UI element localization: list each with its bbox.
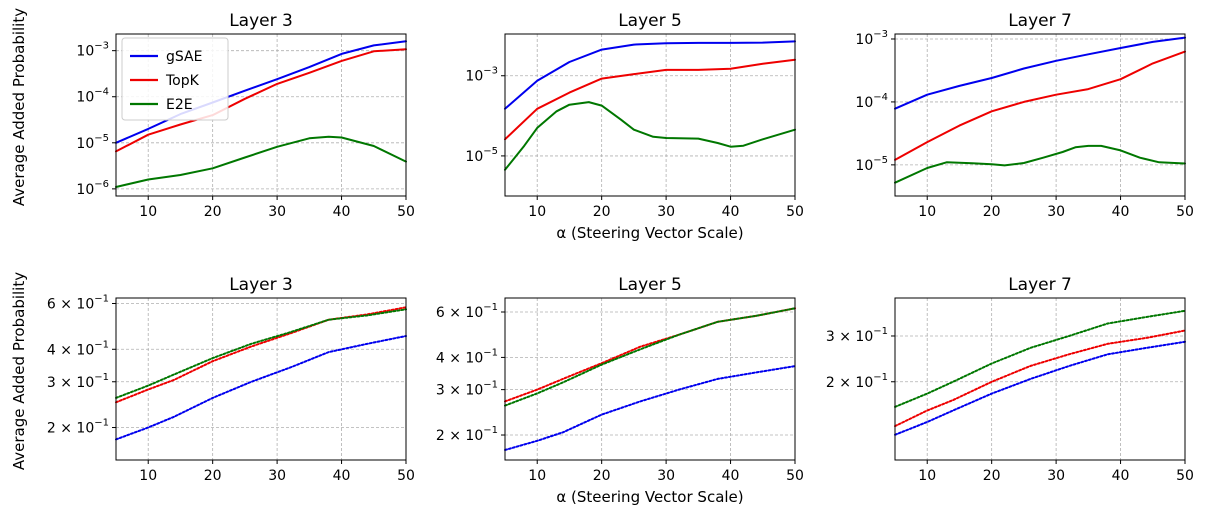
x-tick-label: 50 — [786, 204, 804, 220]
subplot-6: 10 20 30 40 50 2 × 10−1 3 × 10−1 Layer 7 — [826, 275, 1194, 484]
x-tick-label: 30 — [1047, 468, 1065, 484]
legend: gSAE TopK E2E — [121, 37, 229, 121]
y-tick-label: 10−3 — [76, 41, 109, 60]
y-tick-label: 10−3 — [465, 66, 498, 85]
y-tick-label: 6 × 10−1 — [436, 302, 498, 321]
y-tick-label: 10−6 — [76, 179, 109, 198]
legend-label-e2e: E2E — [166, 97, 193, 113]
x-tick-label: 30 — [268, 204, 286, 220]
series-line-gsae — [115, 40, 407, 144]
series-line-e2e — [504, 307, 796, 407]
subplot-4: 10 20 30 40 50 2 × 10−1 3 × 10−1 4 × 10−1 6 × 10… — [10, 272, 415, 484]
y-tick-label: 10−5 — [76, 133, 109, 152]
x-axis-label: α (Steering Vector Scale) — [556, 224, 743, 242]
axes-frame — [504, 33, 796, 197]
x-tick-label: 10 — [139, 468, 157, 484]
y-tick-label: 10−4 — [855, 92, 888, 111]
x-tick-label: 10 — [528, 468, 546, 484]
series-line-topk — [894, 329, 1186, 428]
x-tick-label: 20 — [983, 204, 1001, 220]
subplot-1: 10 20 30 40 50 10−6 10−5 10−4 10−3 Layer 3 Average… — [10, 8, 415, 220]
x-tick-label: 10 — [528, 204, 546, 220]
y-tick-label: 10−4 — [76, 87, 109, 106]
series-line-gsae — [894, 340, 1186, 436]
subplot-title: Layer 3 — [229, 275, 293, 295]
y-tick-label: 4 × 10−1 — [436, 347, 498, 366]
x-tick-label: 20 — [204, 204, 222, 220]
legend-box — [121, 37, 229, 121]
y-tick-label: 6 × 10−1 — [47, 294, 109, 313]
x-tick-label: 50 — [397, 468, 415, 484]
y-axis-label: Average Added Probability — [10, 272, 28, 470]
series-line-e2e — [115, 135, 407, 188]
x-tick-label: 40 — [722, 204, 740, 220]
series-line-topk — [504, 58, 796, 141]
y-tick-label: 2 × 10−1 — [47, 418, 109, 437]
x-tick-label: 40 — [1112, 204, 1130, 220]
x-tick-label: 10 — [918, 468, 936, 484]
y-tick-label: 2 × 10−1 — [826, 372, 888, 391]
series-line-gsae — [894, 36, 1186, 110]
x-tick-label: 40 — [333, 204, 351, 220]
x-tick-label: 50 — [397, 204, 415, 220]
axes-frame — [504, 297, 796, 461]
x-tick-label: 20 — [204, 468, 222, 484]
subplot-title: Layer 3 — [229, 11, 293, 31]
series-line-topk — [894, 50, 1186, 161]
axes-frame — [894, 33, 1186, 197]
series-line-topk — [504, 307, 796, 403]
series-line-gsae — [115, 335, 407, 441]
series-line-gsae — [504, 40, 796, 110]
series-line-topk — [115, 48, 407, 153]
x-tick-label: 40 — [1112, 468, 1130, 484]
x-tick-label: 40 — [722, 468, 740, 484]
axes-frame — [115, 297, 407, 461]
x-tick-label: 50 — [1176, 468, 1194, 484]
x-tick-label: 30 — [657, 204, 675, 220]
x-tick-label: 10 — [918, 204, 936, 220]
y-tick-label: 3 × 10−1 — [47, 372, 109, 391]
y-tick-label: 3 × 10−1 — [826, 326, 888, 345]
y-tick-label: 10−5 — [855, 155, 888, 174]
y-axis-label: Average Added Probability — [10, 8, 28, 206]
y-tick-label: 2 × 10−1 — [436, 425, 498, 444]
series-line-e2e — [894, 309, 1186, 408]
x-tick-label: 20 — [593, 204, 611, 220]
legend-label-topk: TopK — [165, 73, 200, 89]
legend-label-gsae: gSAE — [166, 49, 202, 65]
x-tick-label: 30 — [657, 468, 675, 484]
x-tick-label: 50 — [786, 468, 804, 484]
x-tick-label: 20 — [983, 468, 1001, 484]
series-line-e2e — [504, 101, 796, 171]
y-tick-label: 4 × 10−1 — [47, 339, 109, 358]
x-tick-label: 30 — [268, 468, 286, 484]
x-tick-label: 40 — [333, 468, 351, 484]
x-tick-label: 10 — [139, 204, 157, 220]
subplot-5: 10 20 30 40 50 2 × 10−1 3 × 10−1 4 × 10−1 6 × 10… — [436, 275, 804, 506]
x-tick-label: 50 — [1176, 204, 1194, 220]
y-tick-label: 3 × 10−1 — [436, 380, 498, 399]
series-line-topk — [115, 306, 407, 404]
subplot-title: Layer 5 — [618, 275, 682, 295]
x-axis-label: α (Steering Vector Scale) — [556, 488, 743, 506]
axes-frame — [115, 33, 407, 197]
subplot-3: 10 20 30 40 50 10−5 10−4 10−3 Layer 7 — [855, 11, 1193, 220]
y-tick-label: 10−3 — [855, 29, 888, 48]
x-tick-label: 30 — [1047, 204, 1065, 220]
x-tick-label: 20 — [593, 468, 611, 484]
series-line-e2e — [115, 308, 407, 399]
subplot-title: Layer 7 — [1008, 275, 1072, 295]
series-line-gsae — [504, 365, 796, 451]
subplot-title: Layer 5 — [618, 11, 682, 31]
axes-frame — [894, 297, 1186, 461]
subplot-title: Layer 7 — [1008, 11, 1072, 31]
series-line-e2e — [894, 144, 1186, 184]
y-tick-label: 10−5 — [465, 146, 498, 165]
subplot-2: 10 20 30 40 50 10−5 10−3 Layer 5 α (Steering Vec… — [465, 11, 803, 242]
